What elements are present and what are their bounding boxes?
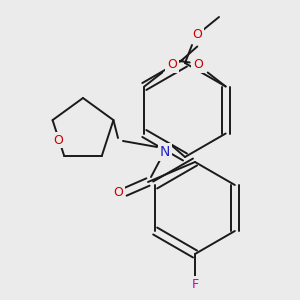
Text: O: O xyxy=(53,134,63,146)
Text: N: N xyxy=(160,145,170,159)
Text: O: O xyxy=(167,58,177,71)
Text: O: O xyxy=(113,185,123,199)
Text: F: F xyxy=(191,278,199,290)
Text: O: O xyxy=(192,28,202,41)
Text: O: O xyxy=(193,58,202,71)
